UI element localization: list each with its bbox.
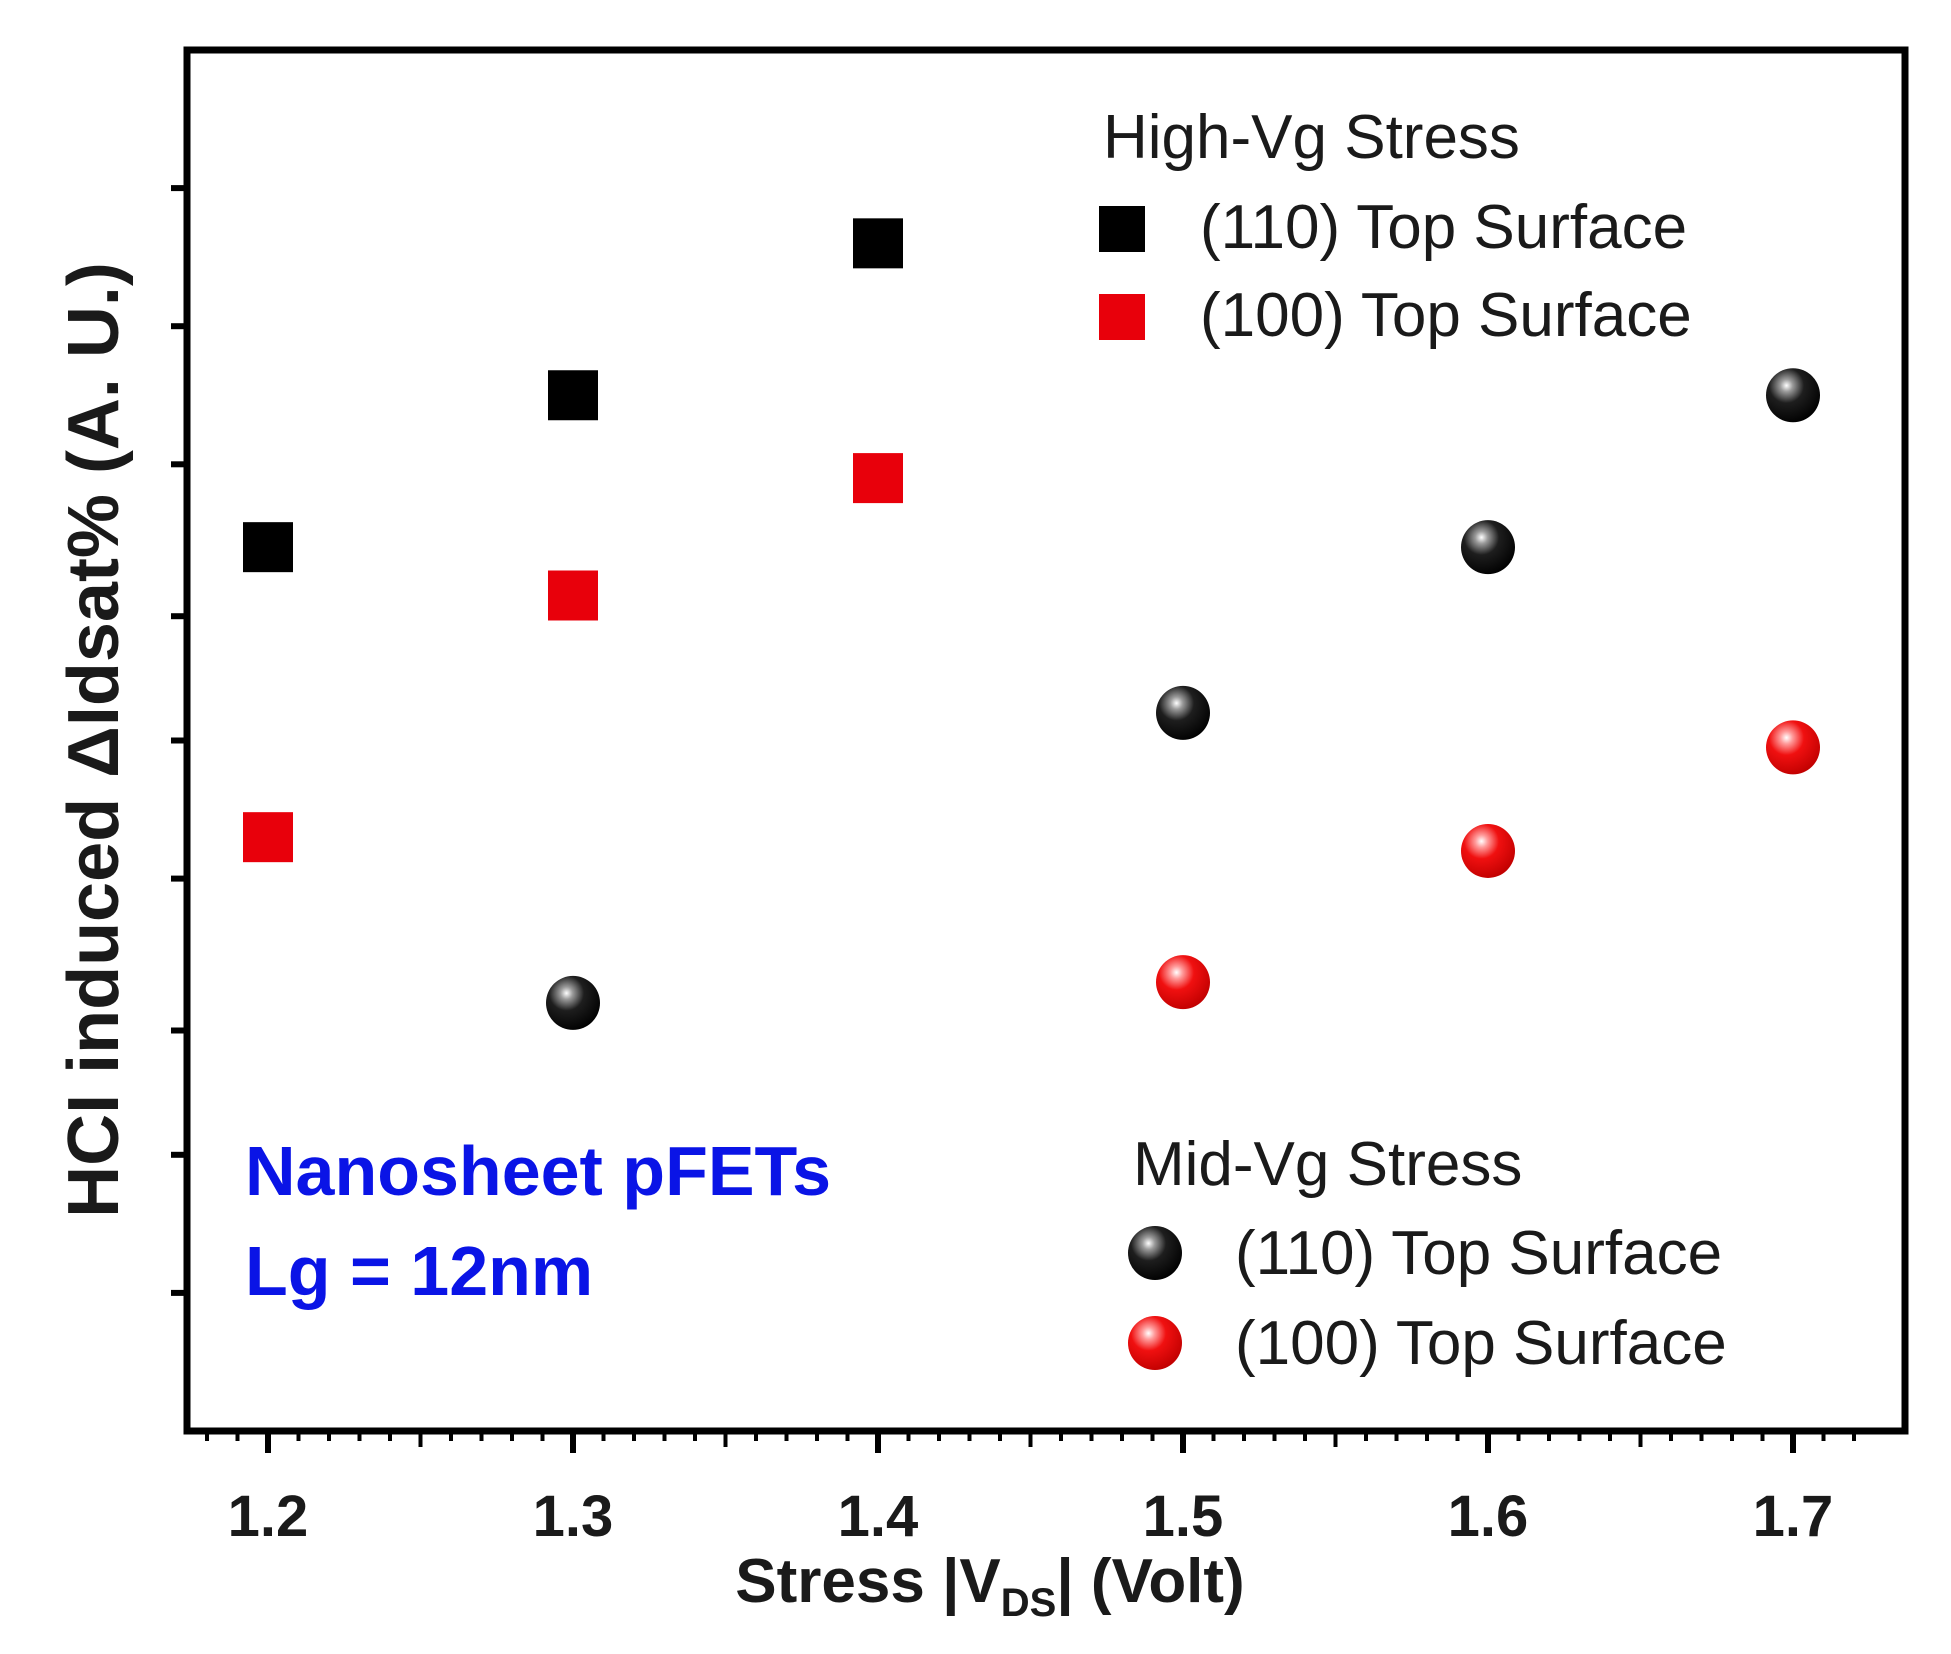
annotation-gate-length: Lg = 12nm: [245, 1232, 593, 1310]
data-markers: [243, 218, 1820, 1030]
y-axis-ticks: [171, 185, 187, 1296]
legend-mid-vg-110-marker: [1128, 1226, 1182, 1280]
y-axis-title: HCI induced ΔIdsat% (A. U.): [54, 262, 134, 1218]
x-tick-label: 1.2: [228, 1484, 309, 1549]
mid-vg-red-point: [1156, 955, 1210, 1010]
legend-mid-vg-title: Mid-Vg Stress: [1133, 1130, 1522, 1199]
high-vg-red-point: [548, 570, 598, 621]
x-tick-label: 1.5: [1143, 1484, 1224, 1549]
legend-mid-vg-100-marker: [1128, 1316, 1182, 1370]
legend-high-vg: High-Vg Stress (110) Top Surface (100) T…: [1099, 103, 1692, 350]
x-tick-label: 1.7: [1753, 1484, 1834, 1549]
legend-mid-vg: Mid-Vg Stress (110) Top Surface (100) To…: [1128, 1130, 1727, 1378]
legend-mid-vg-110-label: (110) Top Surface: [1235, 1219, 1722, 1288]
x-axis-title-prefix: Stress |V: [735, 1547, 1001, 1617]
x-axis-title-suffix: | (Volt): [1056, 1547, 1244, 1617]
mid-vg-black-point: [1461, 520, 1515, 575]
legend-high-vg-110-label: (110) Top Surface: [1200, 193, 1687, 262]
legend-high-vg-100-label: (100) Top Surface: [1200, 281, 1692, 350]
mid-vg-black-point: [546, 975, 600, 1030]
x-axis-title-subscript: DS: [1001, 1581, 1057, 1625]
legend-high-vg-110-marker: [1099, 206, 1145, 252]
mid-vg-black-point: [1156, 685, 1210, 740]
mid-vg-black-point: [1766, 368, 1820, 423]
high-vg-black-point: [853, 218, 903, 269]
legend-high-vg-100-marker: [1099, 294, 1145, 340]
annotation-device: Nanosheet pFETs: [245, 1132, 831, 1210]
high-vg-red-point: [243, 812, 293, 863]
mid-vg-red-point: [1461, 823, 1515, 878]
x-tick-label: 1.4: [838, 1484, 919, 1549]
legend-high-vg-title: High-Vg Stress: [1103, 103, 1520, 172]
legend-mid-vg-100-label: (100) Top Surface: [1235, 1309, 1727, 1378]
x-tick-label: 1.3: [533, 1484, 614, 1549]
x-axis-ticks: [205, 1431, 1856, 1453]
x-tick-label: 1.6: [1448, 1484, 1529, 1549]
high-vg-black-point: [243, 522, 293, 573]
x-axis-tick-labels: 1.2 1.3 1.4 1.5 1.6 1.7: [228, 1484, 1834, 1549]
mid-vg-red-point: [1766, 720, 1820, 775]
high-vg-black-point: [548, 370, 598, 421]
x-axis-title: Stress |VDS| (Volt): [735, 1547, 1244, 1625]
high-vg-red-point: [853, 453, 903, 504]
